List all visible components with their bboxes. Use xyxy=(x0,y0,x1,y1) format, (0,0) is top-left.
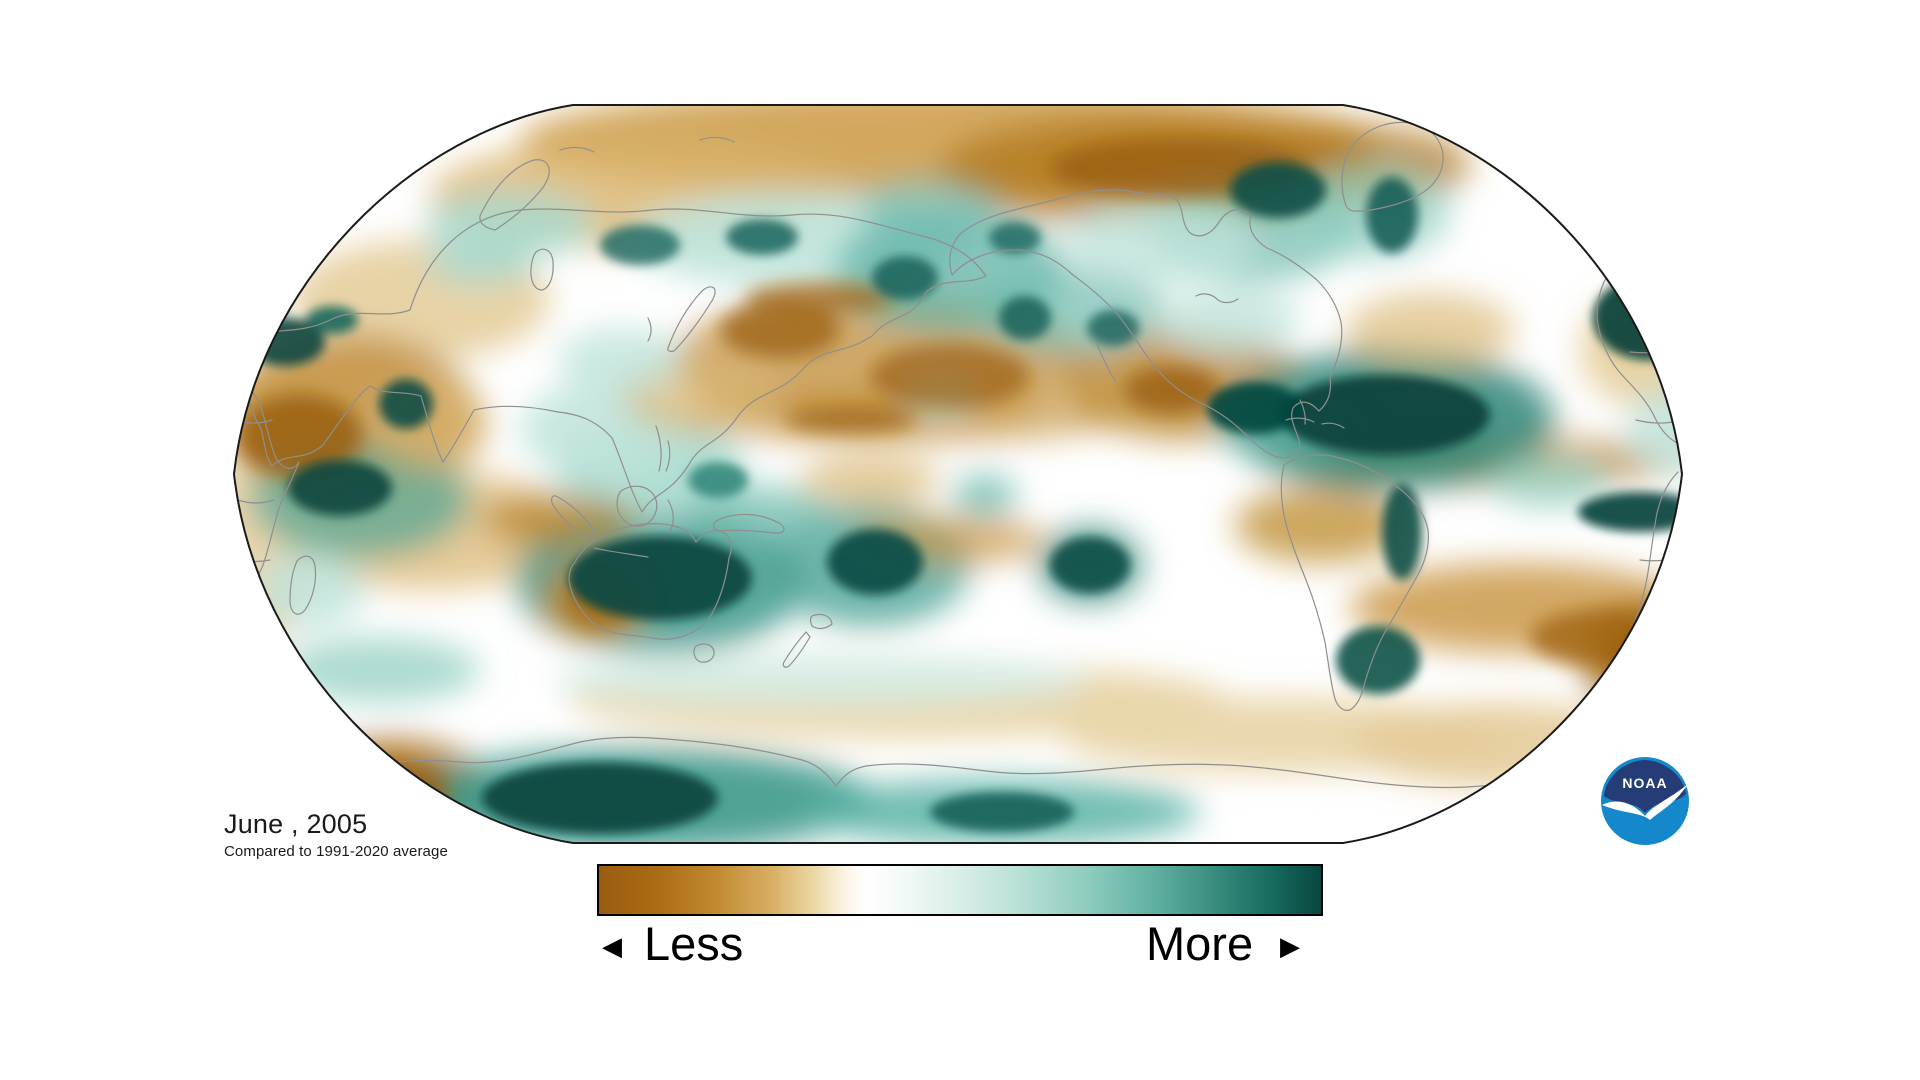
anomaly-blob xyxy=(1336,626,1420,694)
anomaly-blob xyxy=(568,536,752,620)
less-arrow-icon: ◀ xyxy=(602,931,622,961)
globe-base xyxy=(234,105,1682,843)
anomaly-blob xyxy=(379,379,433,429)
coast-borneo xyxy=(616,485,658,527)
anomaly-blob xyxy=(1530,610,1670,666)
anomaly-blob xyxy=(1613,624,1682,700)
anomaly-blob xyxy=(306,306,358,334)
anomaly-blob xyxy=(860,178,1000,238)
anomaly-blob xyxy=(600,225,680,265)
anomaly-blob xyxy=(1160,287,1300,353)
coast-arctic-islands xyxy=(559,136,735,153)
anomaly-blob xyxy=(930,792,1074,832)
coast-eurasia xyxy=(234,208,987,513)
anomaly-blob xyxy=(1230,162,1326,218)
noaa-seagull-icon xyxy=(1602,784,1688,820)
anomaly-blob xyxy=(1087,310,1139,346)
anomaly-blob xyxy=(238,294,286,322)
more-arrow-icon: ▶ xyxy=(1280,931,1300,961)
anomaly-blob xyxy=(726,219,798,255)
map-subtitle: Compared to 1991-2020 average xyxy=(224,842,448,860)
coast-new-guinea xyxy=(713,513,785,534)
anomaly-blob xyxy=(1124,366,1220,414)
anomaly-blob xyxy=(280,637,480,703)
anomaly-blob xyxy=(870,344,1030,408)
map-outline xyxy=(232,104,1684,844)
coast-tasmania xyxy=(693,643,715,663)
coast-florida xyxy=(1299,399,1306,425)
anomaly-blob xyxy=(1050,537,1130,593)
anomaly-blob xyxy=(425,238,535,286)
anomaly-blob xyxy=(690,486,830,538)
coast-antarctica xyxy=(339,736,1577,789)
coast-baja xyxy=(1095,341,1117,383)
anomaly-blob xyxy=(558,327,682,393)
coast-sumatra xyxy=(550,495,594,538)
anomaly-blob xyxy=(953,475,1017,515)
coast-africa-east xyxy=(234,371,300,597)
more-label: More xyxy=(1146,917,1254,970)
anomaly-blob xyxy=(1207,382,1303,434)
coast-caspian xyxy=(530,248,554,291)
coast-scandinavia xyxy=(479,159,550,231)
coast-australia xyxy=(568,523,733,640)
anomaly-blob xyxy=(482,494,638,546)
anomaly-blob xyxy=(827,529,923,595)
title-block: June , 2005 Compared to 1991-2020 averag… xyxy=(224,809,448,860)
anomaly-blob xyxy=(1382,484,1422,580)
anomaly-blob xyxy=(1488,456,1612,508)
coast-philippines xyxy=(655,425,671,472)
coast-greenland xyxy=(1341,121,1444,212)
anomaly-blob xyxy=(1280,375,1490,455)
anomaly-blob xyxy=(999,296,1051,340)
coast-south-america xyxy=(1280,454,1429,711)
coast-caribbean xyxy=(1285,417,1345,429)
anomaly-blob xyxy=(550,654,1090,706)
noaa-logo-text: NOAA xyxy=(1622,775,1667,791)
anomaly-blob xyxy=(482,762,718,834)
coast-new-zealand xyxy=(782,613,833,668)
colorbar xyxy=(597,864,1323,916)
anomaly-blob xyxy=(688,462,748,498)
anomaly-blob xyxy=(255,552,365,628)
anomaly-blob xyxy=(872,256,938,300)
anomaly-blob xyxy=(238,394,362,478)
anomaly-blob xyxy=(720,302,840,358)
anomaly-blob xyxy=(1345,292,1515,368)
coast-java xyxy=(593,547,649,558)
coast-sulawesi xyxy=(667,499,674,533)
coast-great-lakes xyxy=(1195,293,1239,304)
anomaly-blob xyxy=(1235,487,1405,563)
less-label: Less xyxy=(644,917,744,970)
anomaly-blob xyxy=(1593,276,1682,360)
anomaly-blob xyxy=(1366,177,1418,253)
coast-madagascar xyxy=(289,555,317,615)
coast-japan xyxy=(667,286,716,352)
anomaly-blob xyxy=(800,455,940,505)
anomaly-blob xyxy=(745,282,895,314)
coast-korea xyxy=(647,317,652,342)
map-title: June , 2005 xyxy=(224,809,368,839)
noaa-logo: NOAA xyxy=(1601,757,1689,845)
anomaly-field-teal-cores xyxy=(238,162,1682,834)
anomaly-blob xyxy=(1065,195,1255,285)
coast-north-america xyxy=(949,189,1343,459)
anomaly-blob xyxy=(288,460,392,516)
anomaly-blob xyxy=(1578,492,1682,532)
anomaly-blob xyxy=(785,407,915,433)
anomaly-blob xyxy=(989,222,1041,254)
coastlines xyxy=(234,121,1682,789)
